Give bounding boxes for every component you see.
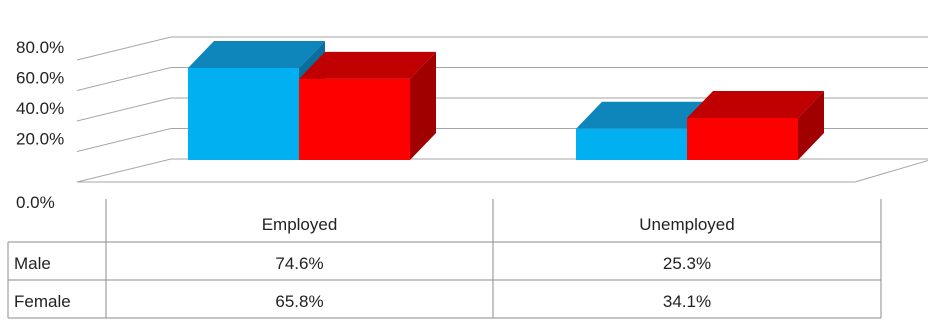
y-tick-label: 60.0% — [16, 69, 64, 88]
bar-top-face — [687, 90, 824, 118]
bar-top-face — [299, 51, 436, 79]
gridline-depth — [76, 97, 172, 122]
bar-top-face — [576, 101, 713, 129]
legend-entry: Male — [14, 254, 51, 273]
data-label: 74.6% — [275, 254, 323, 273]
data-label: 34.1% — [663, 292, 711, 311]
data-table: Employed Unemployed Male 74.6% 25.3% Female 65… — [7, 199, 882, 319]
bar-front-face — [299, 78, 410, 160]
legend-entry: Female — [14, 292, 71, 311]
gridline-depth — [76, 128, 172, 152]
y-tick-label: 80.0% — [16, 38, 64, 57]
bar-front-face — [188, 68, 299, 160]
y-tick-label: 0.0% — [16, 193, 55, 212]
gridline-depth — [76, 36, 172, 61]
x-tick-label: Employed — [262, 215, 338, 234]
bar-female-unemployed — [687, 90, 824, 160]
data-label: 25.3% — [663, 254, 711, 273]
bar-front-face — [687, 117, 798, 160]
bars — [188, 41, 824, 160]
y-tick-label: 20.0% — [16, 130, 64, 149]
data-label: 65.8% — [275, 292, 323, 311]
y-tick-label: 40.0% — [16, 99, 64, 118]
gridline-depth — [76, 67, 172, 91]
bar-top-face — [188, 41, 325, 68]
bar-side-face — [410, 51, 436, 160]
gridline-depth — [76, 158, 172, 183]
floor-side-edge — [854, 159, 928, 183]
x-tick-label: Unemployed — [639, 215, 734, 234]
bar-female-employed — [299, 51, 436, 160]
y-axis: 0.0% 20.0% 40.0% 60.0% 80.0% — [16, 38, 64, 212]
bar-front-face — [576, 128, 687, 160]
bar-side-face — [798, 90, 824, 160]
